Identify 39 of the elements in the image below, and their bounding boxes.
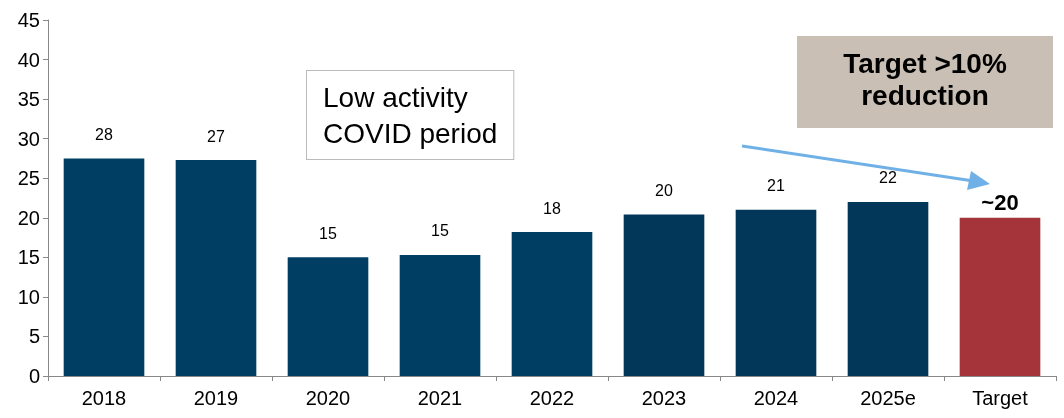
annotation: Target >10% reduction bbox=[842, 48, 1008, 112]
data-label: 15 bbox=[319, 224, 337, 242]
bar bbox=[287, 257, 369, 376]
bar bbox=[847, 201, 929, 376]
x-tick-label: 2024 bbox=[753, 387, 799, 409]
y-tick-label: 25 bbox=[17, 167, 40, 190]
bar bbox=[623, 214, 705, 376]
x-tick-label: 2021 bbox=[417, 387, 463, 409]
bar bbox=[63, 158, 145, 376]
x-tick-label: 2019 bbox=[193, 387, 239, 409]
x-tick-label: 2018 bbox=[81, 387, 127, 409]
x-tick-label: 2022 bbox=[529, 387, 575, 409]
y-tick-label: 45 bbox=[17, 9, 40, 31]
data-label: 28 bbox=[95, 125, 113, 143]
data-label: 27 bbox=[207, 127, 225, 145]
x-tick-label: Target bbox=[972, 387, 1029, 409]
bar bbox=[175, 160, 257, 376]
y-tick-label: 15 bbox=[17, 246, 40, 269]
y-tick-label: 35 bbox=[17, 88, 40, 111]
y-tick-label: 0 bbox=[28, 365, 40, 387]
data-label: ~20 bbox=[981, 190, 1019, 216]
bar bbox=[735, 209, 817, 376]
x-tick-label: 2023 bbox=[641, 387, 687, 409]
y-tick-label: 5 bbox=[28, 325, 40, 348]
data-label: 20 bbox=[655, 182, 673, 200]
y-tick-label: 30 bbox=[17, 127, 40, 150]
bar bbox=[959, 217, 1041, 376]
bar bbox=[511, 232, 593, 376]
y-tick-label: 20 bbox=[17, 206, 40, 229]
data-label: 22 bbox=[879, 169, 897, 187]
annotation: Low activity COVID period bbox=[323, 81, 498, 149]
data-label: 21 bbox=[767, 177, 785, 195]
x-tick-label: 2025e bbox=[860, 387, 916, 409]
y-tick-label: 40 bbox=[17, 48, 40, 71]
bar bbox=[399, 254, 481, 376]
data-label: 15 bbox=[431, 222, 449, 240]
y-tick-label: 10 bbox=[17, 285, 40, 308]
data-label: 18 bbox=[543, 199, 561, 217]
x-tick-label: 2020 bbox=[305, 387, 351, 409]
